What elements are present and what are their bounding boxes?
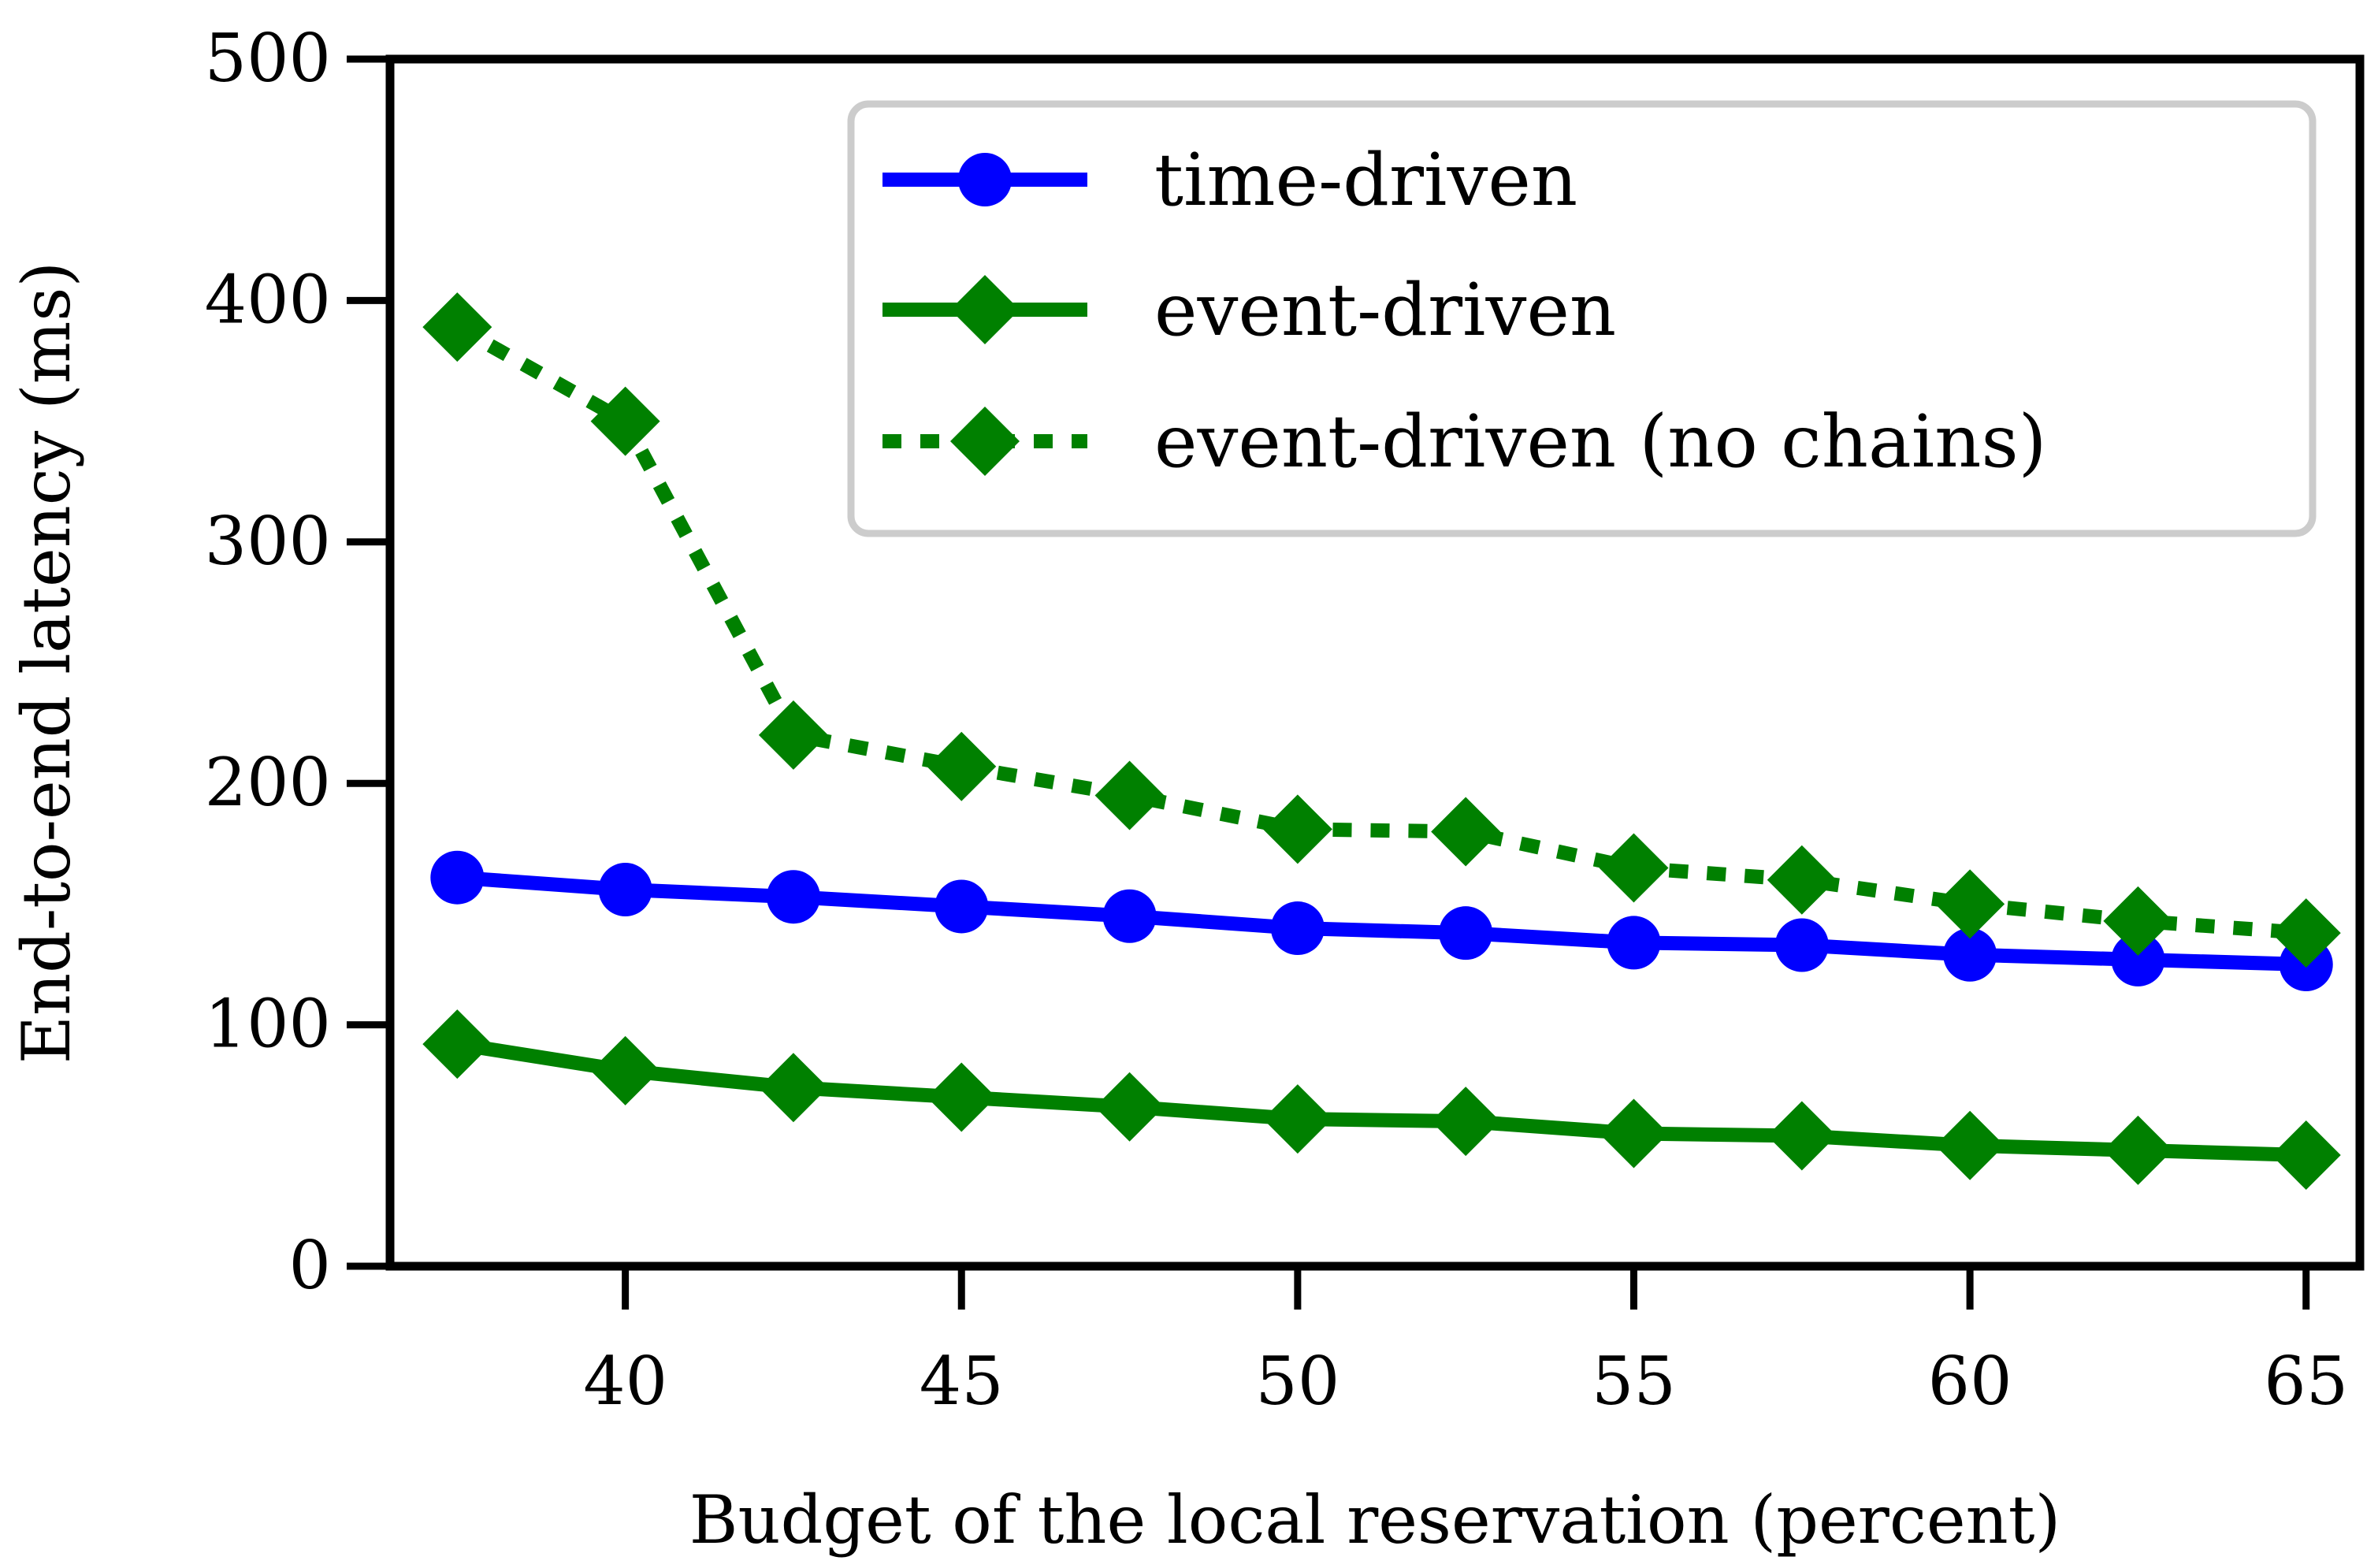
data-point [422,1009,492,1079]
data-point [1431,797,1501,867]
legend-entry: event-driven (no chains) [882,399,2047,484]
data-point [1262,794,1332,864]
data-point [1270,901,1325,956]
data-point [1439,906,1493,960]
y-tick-label: 300 [205,503,331,580]
data-point [1935,1110,2005,1180]
x-tick-label: 55 [1592,1343,1676,1420]
legend-swatch-marker [950,275,1020,344]
legend-label: time-driven [1154,138,1577,222]
data-point [422,292,492,362]
legend-swatch-marker [958,153,1012,206]
data-point [927,731,997,801]
legend-label: event-driven (no chains) [1154,399,2047,484]
data-point [2103,886,2173,956]
data-point [2271,898,2341,968]
legend-box [847,100,2317,537]
data-point [2103,1115,2173,1185]
y-axis-label: End-to-end latency (ms) [8,262,85,1065]
series-line [455,1037,2306,1163]
data-point [1767,845,1837,915]
data-point [758,1053,828,1123]
series-event-driven [422,1009,2341,1191]
data-point [590,1035,660,1105]
data-point [1935,869,2005,939]
series-event-driven-no-chains- [422,292,2341,968]
data-point [934,879,989,934]
data-point [1431,1087,1501,1157]
data-point [758,700,828,770]
data-point [927,1062,997,1132]
legend: time-driven event-driven event-driven (no … [847,100,2317,537]
x-tick-label: 45 [920,1343,1004,1420]
data-point [1943,927,1997,982]
series-line [453,321,2307,941]
series-time-driven [430,850,2333,991]
legend-swatch-marker [950,407,1020,476]
data-point [1599,833,1669,903]
x-tick-label: 60 [1928,1343,2012,1420]
data-point [1607,916,1661,970]
legend-entries: time-driven event-driven event-driven (no … [882,138,2047,484]
data-point [1094,760,1165,830]
data-point [1767,1101,1837,1171]
data-point [766,870,820,924]
y-tick-label: 400 [205,261,331,338]
axes-frame [385,54,2365,1271]
data-point [1094,1072,1165,1142]
data-point [590,386,660,456]
x-axis-ticks: 40 45 50 55 60 65 [583,1266,2348,1420]
x-tick-label: 40 [583,1343,667,1420]
data-point [2111,932,2165,987]
data-point [598,863,652,917]
data-point [1599,1098,1669,1169]
series-line [456,870,2306,972]
legend-entry: event-driven [882,268,1616,352]
y-tick-label: 0 [289,1227,331,1304]
data-point [1102,889,1157,943]
y-tick-label: 200 [205,744,331,821]
y-tick-label: 500 [205,20,331,97]
y-axis-ticks: 0 100 200 300 400 500 [205,20,390,1304]
plot-frame [385,54,2365,1271]
x-tick-label: 50 [1255,1343,1339,1420]
data-point [2271,1120,2341,1191]
x-axis-label: Budget of the local reservation (percent… [689,1481,2060,1559]
legend-label: event-driven [1154,268,1616,352]
data-point [1262,1084,1332,1154]
y-tick-label: 100 [205,986,331,1063]
legend-entry: time-driven [882,138,1577,222]
data-point [430,850,485,905]
series-layer [422,292,2341,1191]
data-point [1774,918,1829,972]
x-tick-label: 65 [2264,1343,2348,1420]
